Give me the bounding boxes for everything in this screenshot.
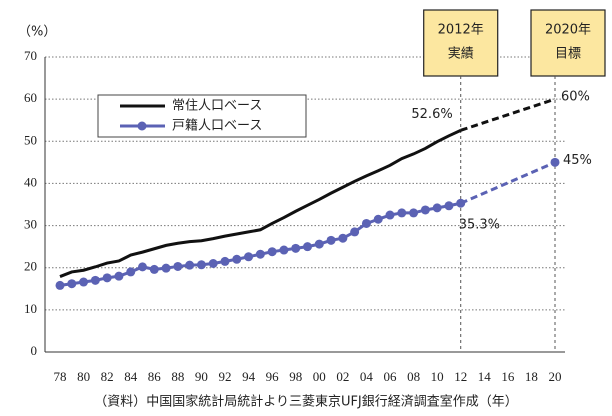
target-label: 45% [563, 153, 592, 168]
series-marker [90, 275, 100, 285]
series-marker [350, 227, 360, 237]
series-marker [55, 280, 65, 290]
x-tick-label: 12 [454, 369, 467, 384]
series-marker [303, 242, 312, 252]
series-marker [102, 273, 112, 283]
legend-label: 常住人口ベース [172, 99, 262, 114]
x-tick-label: 84 [124, 369, 138, 384]
target-line [460, 97, 556, 132]
x-tick-label: 02 [336, 369, 349, 384]
series-marker [67, 279, 77, 289]
annotation-text: 目標 [555, 47, 581, 62]
y-tick-label: 10 [24, 301, 37, 316]
series-marker [444, 201, 454, 211]
annotation-box [423, 9, 499, 77]
y-tick-label: 70 [24, 48, 37, 63]
annotation-text: 2020年 [545, 23, 591, 38]
legend-label: 戸籍人口ベース [172, 118, 262, 134]
x-tick-label: 78 [54, 369, 67, 384]
annotation-text: 2012年 [438, 23, 484, 38]
x-tick-label: 94 [242, 369, 256, 384]
series-marker [279, 245, 289, 255]
y-tick-label: 40 [24, 174, 37, 189]
target-label: 60% [561, 90, 590, 105]
series-marker [338, 233, 348, 243]
x-tick-label: 90 [195, 369, 208, 384]
series-marker [220, 256, 230, 266]
series-marker [114, 271, 124, 281]
x-tick-label: 16 [501, 369, 515, 384]
x-tick-label: 14 [478, 369, 492, 384]
series-marker [255, 249, 265, 259]
series-marker [361, 218, 371, 228]
series-marker [244, 252, 254, 262]
series-marker [397, 208, 407, 218]
x-tick-label: 18 [525, 369, 538, 384]
x-tick-label: 88 [171, 369, 184, 384]
x-tick-label: 92 [219, 369, 232, 384]
y-axis-label: （%） [18, 25, 56, 40]
y-tick-label: 60 [24, 90, 37, 105]
value-label: 35.3% [459, 218, 500, 233]
series-marker [420, 205, 430, 215]
y-tick-label: 30 [24, 217, 37, 232]
series-line [59, 128, 462, 278]
x-tick-label: 80 [77, 369, 90, 384]
y-tick-label: 50 [24, 132, 37, 147]
legend-marker [137, 121, 147, 131]
annotation-box [530, 9, 606, 77]
series-marker [161, 263, 171, 273]
series-marker [173, 261, 183, 271]
series-marker [126, 267, 136, 277]
x-tick-label: 82 [101, 369, 114, 384]
x-tick-label: 08 [407, 369, 420, 384]
x-tick-label: 04 [360, 369, 374, 384]
x-tick-label: 00 [313, 369, 326, 384]
series-marker [409, 208, 419, 218]
x-tick-label: 10 [431, 369, 444, 384]
series-marker [373, 214, 383, 224]
source-note: （資料）中国国家統計局統計より三菱東京UFJ銀行経済調査室作成（年） [94, 394, 518, 410]
series-marker [314, 239, 324, 249]
series-marker [291, 243, 301, 253]
series-marker [326, 235, 336, 245]
x-tick-label: 06 [384, 369, 398, 384]
y-tick-label: 20 [24, 259, 37, 274]
series-marker [267, 247, 277, 257]
series-marker [208, 259, 218, 268]
target-marker [550, 157, 560, 167]
x-tick-label: 86 [148, 369, 162, 384]
value-label: 52.6% [411, 107, 452, 122]
x-tick-label: 98 [289, 369, 302, 384]
y-tick-label: 0 [31, 343, 38, 358]
series-marker [149, 264, 159, 274]
series-marker [138, 262, 147, 272]
series-marker [196, 260, 206, 270]
series-marker [385, 210, 395, 220]
x-tick-label: 96 [266, 369, 280, 384]
series-marker [79, 277, 89, 287]
series-marker [432, 203, 442, 213]
target-line [460, 160, 556, 205]
x-tick-label: 20 [549, 369, 562, 384]
annotation-text: 実績 [448, 46, 474, 62]
series-marker [185, 260, 195, 270]
legend-box [97, 94, 307, 138]
series-marker [232, 254, 242, 264]
